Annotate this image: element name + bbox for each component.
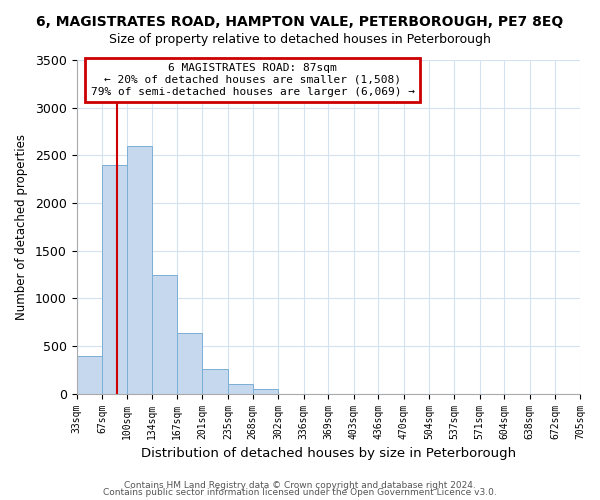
Text: Size of property relative to detached houses in Peterborough: Size of property relative to detached ho… [109, 32, 491, 46]
Bar [102, 165, 127, 394]
Bar [127, 146, 152, 394]
Text: 6, MAGISTRATES ROAD, HAMPTON VALE, PETERBOROUGH, PE7 8EQ: 6, MAGISTRATES ROAD, HAMPTON VALE, PETER… [37, 15, 563, 29]
Bar [253, 389, 278, 394]
Bar [177, 332, 202, 394]
Bar [202, 369, 228, 394]
Text: Contains HM Land Registry data © Crown copyright and database right 2024.: Contains HM Land Registry data © Crown c… [124, 480, 476, 490]
Text: Contains public sector information licensed under the Open Government Licence v3: Contains public sector information licen… [103, 488, 497, 497]
Y-axis label: Number of detached properties: Number of detached properties [15, 134, 28, 320]
Bar [77, 356, 102, 394]
X-axis label: Distribution of detached houses by size in Peterborough: Distribution of detached houses by size … [141, 447, 516, 460]
Text: 6 MAGISTRATES ROAD: 87sqm
← 20% of detached houses are smaller (1,508)
79% of se: 6 MAGISTRATES ROAD: 87sqm ← 20% of detac… [91, 64, 415, 96]
Bar [152, 274, 177, 394]
Bar [228, 384, 253, 394]
